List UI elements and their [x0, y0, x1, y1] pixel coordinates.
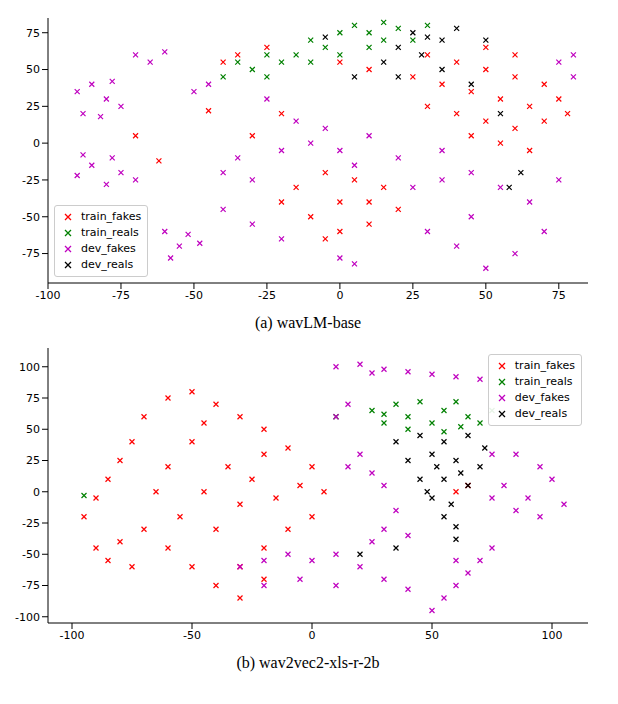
- svg-text:-75: -75: [112, 289, 130, 302]
- html-text:train_fakes: train_fakes: [81, 210, 142, 223]
- svg-text:25: 25: [26, 100, 40, 113]
- html-text:dev_fakes: dev_fakes: [514, 391, 570, 404]
- svg-text:25: 25: [406, 289, 420, 302]
- svg-text:0: 0: [309, 629, 316, 642]
- svg-text:-100: -100: [60, 629, 85, 642]
- svg-text:100: 100: [542, 629, 563, 642]
- svg-text:-75: -75: [22, 247, 40, 260]
- svg-text:-100: -100: [36, 289, 61, 302]
- svg-text:50: 50: [425, 629, 439, 642]
- svg-text:-75: -75: [22, 579, 40, 592]
- html-text:train_reals: train_reals: [514, 375, 573, 388]
- svg-text:-50: -50: [22, 548, 40, 561]
- svg-text:0: 0: [33, 137, 40, 150]
- svg-text:25: 25: [26, 454, 40, 467]
- svg-text:-25: -25: [22, 517, 40, 530]
- svg-text:0: 0: [33, 486, 40, 499]
- html-text:(b) wav2vec2-xls-r-2b: (b) wav2vec2-xls-r-2b: [236, 654, 380, 671]
- svg-text:-25: -25: [258, 289, 276, 302]
- html-text:(a) wavLM-base: (a) wavLM-base: [254, 314, 362, 331]
- svg-text:0: 0: [336, 289, 343, 302]
- html-text:dev_fakes: dev_fakes: [81, 242, 136, 255]
- svg-text:50: 50: [26, 423, 40, 436]
- html-text:train_reals: train_reals: [81, 226, 139, 239]
- html-text:dev_reals: dev_reals: [81, 258, 134, 271]
- svg-text:-100: -100: [15, 611, 40, 624]
- svg-text:75: 75: [26, 27, 40, 40]
- svg-text:50: 50: [26, 63, 40, 76]
- svg-text:-25: -25: [22, 174, 40, 187]
- svg-text:75: 75: [26, 392, 40, 405]
- svg-text:50: 50: [479, 289, 493, 302]
- svg-text:-50: -50: [185, 289, 203, 302]
- svg-text:-50: -50: [22, 211, 40, 224]
- html-text:dev_reals: dev_reals: [514, 407, 568, 420]
- svg-text:75: 75: [552, 289, 566, 302]
- html-text:train_fakes: train_fakes: [514, 359, 575, 372]
- svg-text:100: 100: [19, 361, 40, 374]
- svg-text:-50: -50: [183, 629, 201, 642]
